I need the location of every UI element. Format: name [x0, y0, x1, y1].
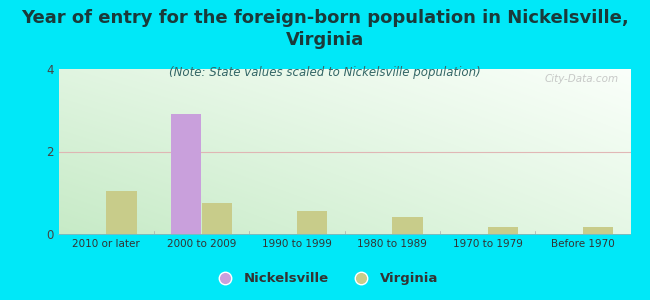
Legend: Nickelsville, Virginia: Nickelsville, Virginia	[207, 267, 443, 290]
Bar	[392, 217, 422, 234]
Bar	[202, 203, 232, 234]
Text: Year of entry for the foreign-born population in Nickelsville,
Virginia: Year of entry for the foreign-born popul…	[21, 9, 629, 49]
Text: City-Data.com: City-Data.com	[545, 74, 619, 84]
Text: (Note: State values scaled to Nickelsville population): (Note: State values scaled to Nickelsvil…	[169, 66, 481, 79]
Bar	[297, 211, 328, 234]
Bar	[488, 226, 518, 234]
Bar	[106, 191, 136, 234]
Bar	[583, 227, 614, 234]
Bar	[171, 114, 202, 234]
